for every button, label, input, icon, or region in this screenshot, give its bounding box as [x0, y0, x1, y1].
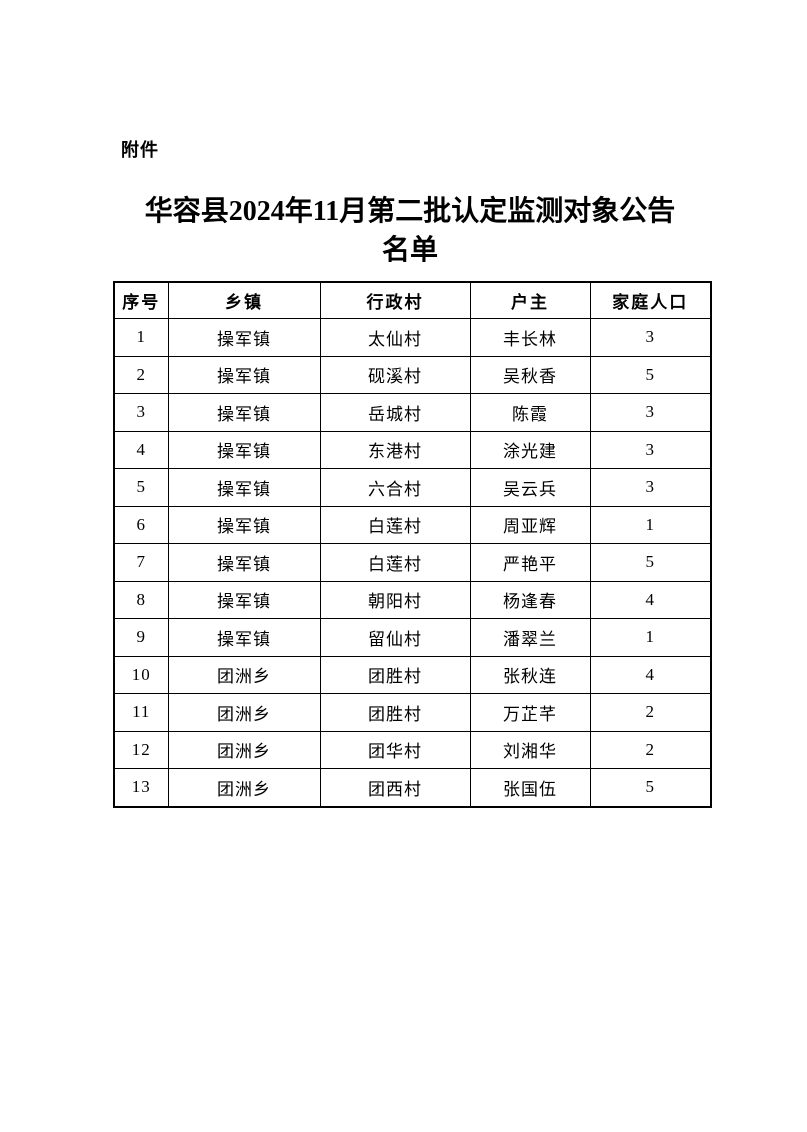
cell-index: 7 — [113, 543, 169, 582]
cell-index: 2 — [113, 355, 169, 394]
cell-family: 3 — [589, 393, 712, 432]
table-row: 3 操军镇 岳城村 陈霞 3 — [113, 393, 712, 432]
cell-index: 13 — [113, 768, 169, 807]
cell-town: 团洲乡 — [167, 655, 321, 694]
cell-town: 操军镇 — [167, 355, 321, 394]
cell-index: 3 — [113, 393, 169, 432]
column-header-index: 序号 — [113, 281, 169, 319]
cell-village: 团华村 — [319, 730, 471, 769]
cell-family: 2 — [589, 730, 712, 769]
cell-village: 东港村 — [319, 430, 471, 469]
cell-family: 5 — [589, 543, 712, 582]
cell-village: 留仙村 — [319, 618, 471, 657]
attachment-label: 附件 — [121, 140, 159, 160]
column-header-family: 家庭人口 — [589, 281, 712, 319]
page-title-line-2: 名单 — [381, 235, 438, 266]
cell-index: 11 — [113, 693, 169, 732]
table-row: 8 操军镇 朝阳村 杨逢春 4 — [113, 580, 712, 619]
cell-head: 刘湘华 — [469, 730, 591, 769]
cell-village: 太仙村 — [319, 318, 471, 357]
cell-head: 潘翠兰 — [469, 618, 591, 657]
cell-index: 10 — [113, 655, 169, 694]
cell-head: 陈霞 — [469, 393, 591, 432]
cell-village: 团西村 — [319, 768, 471, 807]
table-row: 7 操军镇 白莲村 严艳平 5 — [113, 543, 712, 582]
cell-index: 12 — [113, 730, 169, 769]
table-body: 1 操军镇 太仙村 丰长林 3 2 操军镇 砚溪村 吴秋香 5 3 操军镇 岳城村 陈霞 3 4 操军镇 东港村涂… — [113, 318, 712, 807]
table-row: 10 团洲乡 团胜村 张秋连 4 — [113, 655, 712, 694]
cell-town: 团洲乡 — [167, 693, 321, 732]
cell-index: 1 — [113, 318, 169, 357]
cell-village: 团胜村 — [319, 693, 471, 732]
cell-town: 操军镇 — [167, 318, 321, 357]
table-row: 1 操军镇 太仙村 丰长林 3 — [113, 318, 712, 357]
cell-town: 操军镇 — [167, 618, 321, 657]
cell-head: 涂光建 — [469, 430, 591, 469]
cell-family: 1 — [589, 505, 712, 544]
table-row: 4 操军镇 东港村 涂光建 3 — [113, 430, 712, 469]
cell-village: 团胜村 — [319, 655, 471, 694]
cell-village: 白莲村 — [319, 505, 471, 544]
cell-head: 吴云兵 — [469, 468, 591, 507]
cell-family: 3 — [589, 468, 712, 507]
cell-town: 操军镇 — [167, 580, 321, 619]
page-title: 华容县2024年11月第二批认定监测对象公告 名单 — [110, 192, 710, 270]
table-row: 2 操军镇 砚溪村 吴秋香 5 — [113, 355, 712, 394]
table-row: 9 操军镇 留仙村 潘翠兰 1 — [113, 618, 712, 657]
cell-index: 4 — [113, 430, 169, 469]
column-header-village: 行政村 — [319, 281, 471, 319]
cell-town: 操军镇 — [167, 543, 321, 582]
table-row: 5 操军镇 六合村 吴云兵 3 — [113, 468, 712, 507]
cell-index: 6 — [113, 505, 169, 544]
cell-head: 严艳平 — [469, 543, 591, 582]
cell-town: 操军镇 — [167, 505, 321, 544]
table-header-row: 序号 乡镇 行政村 户主 家庭人口 — [113, 281, 712, 319]
cell-head: 丰长林 — [469, 318, 591, 357]
cell-village: 六合村 — [319, 468, 471, 507]
cell-head: 杨逢春 — [469, 580, 591, 619]
cell-village: 朝阳村 — [319, 580, 471, 619]
cell-family: 3 — [589, 318, 712, 357]
cell-index: 9 — [113, 618, 169, 657]
cell-head: 周亚辉 — [469, 505, 591, 544]
cell-town: 操军镇 — [167, 393, 321, 432]
cell-head: 万芷芊 — [469, 693, 591, 732]
table-row: 11 团洲乡 团胜村 万芷芊 2 — [113, 693, 712, 732]
cell-town: 团洲乡 — [167, 768, 321, 807]
cell-family: 3 — [589, 430, 712, 469]
cell-village: 岳城村 — [319, 393, 471, 432]
cell-family: 1 — [589, 618, 712, 657]
cell-town: 操军镇 — [167, 468, 321, 507]
cell-index: 8 — [113, 580, 169, 619]
cell-head: 张秋连 — [469, 655, 591, 694]
column-header-head: 户主 — [469, 281, 591, 319]
cell-head: 张国伍 — [469, 768, 591, 807]
cell-family: 2 — [589, 693, 712, 732]
cell-village: 砚溪村 — [319, 355, 471, 394]
table-row: 6 操军镇 白莲村 周亚辉 1 — [113, 505, 712, 544]
table-row: 12 团洲乡 团华村 刘湘华 2 — [113, 730, 712, 769]
cell-town: 操军镇 — [167, 430, 321, 469]
monitoring-roster-table: 序号 乡镇 行政村 户主 家庭人口 1 操军镇 太仙村 丰长林 3 2 操军镇 砚溪村 吴秋香 5… — [113, 281, 712, 808]
cell-town: 团洲乡 — [167, 730, 321, 769]
column-header-town: 乡镇 — [167, 281, 321, 319]
cell-village: 白莲村 — [319, 543, 471, 582]
cell-family: 5 — [589, 768, 712, 807]
page-title-line-1: 华容县2024年11月第二批认定监测对象公告 — [144, 196, 676, 227]
cell-head: 吴秋香 — [469, 355, 591, 394]
cell-family: 4 — [589, 580, 712, 619]
table-row: 13 团洲乡 团西村 张国伍 5 — [113, 768, 712, 807]
cell-family: 4 — [589, 655, 712, 694]
cell-family: 5 — [589, 355, 712, 394]
cell-index: 5 — [113, 468, 169, 507]
